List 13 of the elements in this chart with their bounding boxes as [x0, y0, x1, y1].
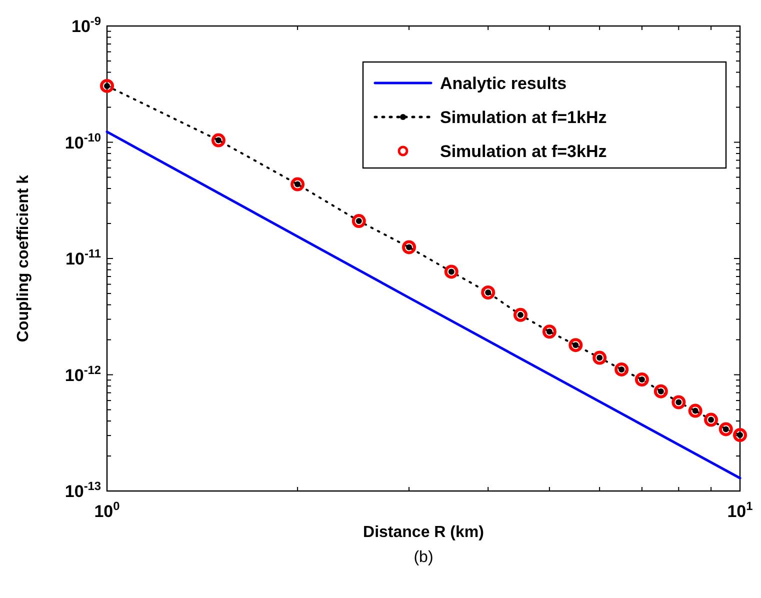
y-tick-label: 10$^{-11}$	[66, 246, 102, 268]
text: (b)	[414, 549, 434, 566]
y-axis-title: Coupling coefficient k	[15, 174, 32, 342]
legend-label: Simulation at f=3kHz	[440, 142, 607, 161]
x-axis-title: Distance R (km)	[363, 524, 484, 541]
y-tick-label: 10$^{-13}$	[64, 479, 102, 501]
x-tick-label: 10$^{0}$	[94, 499, 120, 521]
legend-label: Simulation at f=1kHz	[440, 108, 607, 127]
legend-label: Analytic results	[440, 74, 567, 93]
y-tick-label: 10$^{-12}$	[64, 362, 102, 385]
x-tick-label: 10$^{1}$	[727, 499, 754, 521]
y-tick-label: 10$^{-10}$	[64, 130, 102, 152]
y-tick-label: 10$^{-9}$	[72, 14, 102, 36]
